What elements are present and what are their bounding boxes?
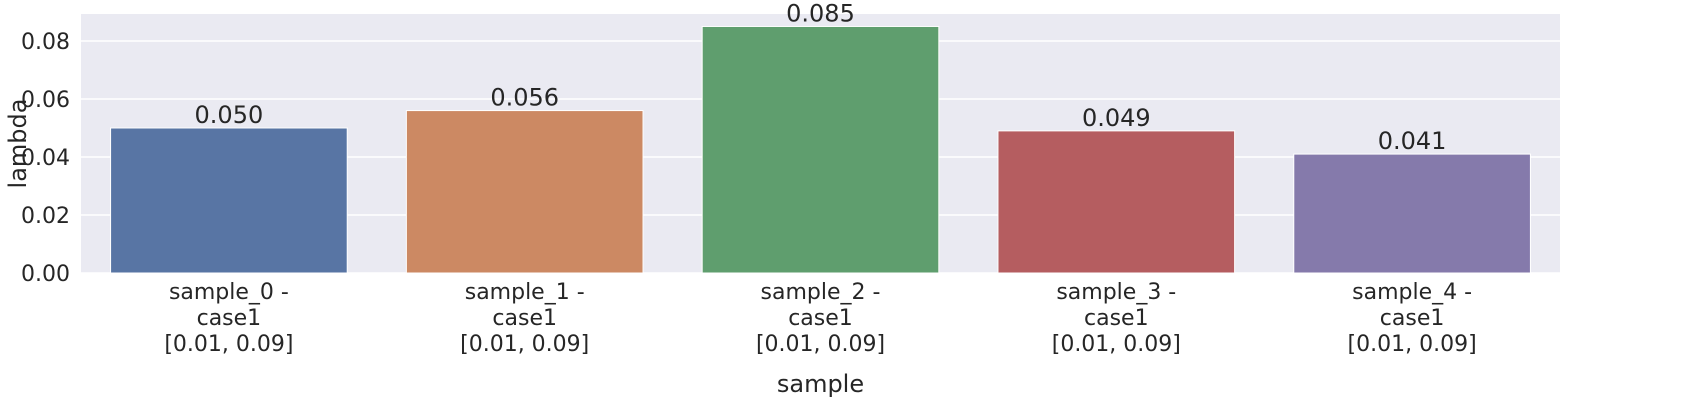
y-tick-label: 0.04 — [21, 146, 70, 171]
bar-value-label: 0.056 — [490, 84, 559, 112]
bar — [701, 25, 940, 274]
x-tick-label: sample_3 -case1 [0.01, 0.09] — [1052, 280, 1181, 357]
bar-value-label: 0.041 — [1378, 127, 1447, 155]
y-tick-label: 0.02 — [21, 204, 70, 229]
bar — [1293, 153, 1531, 274]
bar-value-label: 0.049 — [1082, 104, 1151, 132]
bar — [997, 130, 1236, 274]
y-tick-label: 0.00 — [21, 262, 70, 287]
y-axis-label: lambda — [4, 99, 32, 189]
x-axis-label: sample — [777, 370, 864, 398]
bar-value-label: 0.085 — [786, 0, 855, 27]
bar-value-label: 0.050 — [195, 101, 264, 129]
bar — [110, 127, 348, 274]
bar — [405, 110, 644, 274]
x-tick-label: sample_0 -case1 [0.01, 0.09] — [164, 280, 293, 357]
y-tick-labels: 0.00 0.02 0.04 0.06 0.08 — [21, 30, 70, 287]
bars — [110, 25, 1531, 274]
bar-value-labels: 0.050 0.056 0.085 0.049 0.041 — [195, 0, 1447, 155]
y-tick-label: 0.08 — [21, 30, 70, 55]
y-tick-label: 0.06 — [21, 88, 70, 113]
x-tick-label: sample_1 -case1 [0.01, 0.09] — [460, 280, 589, 357]
x-tick-label: sample_2 -case1 [0.01, 0.09] — [756, 280, 885, 357]
x-tick-label: sample_4 -case1 [0.01, 0.09] — [1348, 280, 1477, 357]
x-tick-labels: sample_0 -case1 [0.01, 0.09] sample_1 -cas… — [164, 280, 1476, 357]
